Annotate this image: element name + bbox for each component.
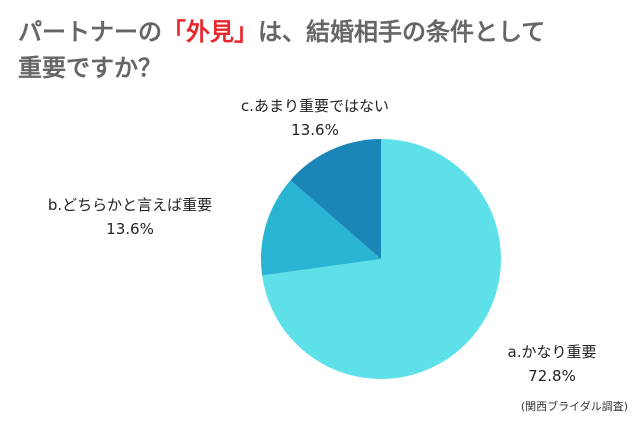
title-text-before: パートナーの bbox=[18, 18, 162, 46]
slice-label-c: c.あまり重要ではない 13.6% bbox=[205, 94, 425, 142]
slice-label-a: a.かなり重要 72.8% bbox=[482, 340, 622, 388]
pie-slice-b bbox=[261, 180, 381, 276]
slice-label-b-name: b.どちらかと言えば重要 bbox=[47, 196, 213, 214]
slice-label-a-value: 72.8% bbox=[528, 367, 576, 385]
slice-label-c-value: 13.6% bbox=[291, 121, 339, 139]
title-accent: 「外見」 bbox=[162, 18, 258, 46]
title-text-after: は、結婚相手の条件として bbox=[258, 18, 546, 46]
slice-label-a-name: a.かなり重要 bbox=[507, 343, 597, 361]
source-note: (関西ブライダル調査) bbox=[520, 400, 628, 413]
pie-slice-c bbox=[290, 139, 381, 259]
slice-label-c-name: c.あまり重要ではない bbox=[240, 97, 390, 115]
title-text-line2: 重要ですか？ bbox=[18, 54, 162, 82]
slice-label-b-value: 13.6% bbox=[106, 220, 154, 238]
slice-label-b: b.どちらかと言えば重要 13.6% bbox=[20, 193, 240, 241]
chart-title: パートナーの「外見」は、結婚相手の条件として 重要ですか？ bbox=[18, 14, 618, 86]
pie-slice-a bbox=[262, 139, 502, 380]
